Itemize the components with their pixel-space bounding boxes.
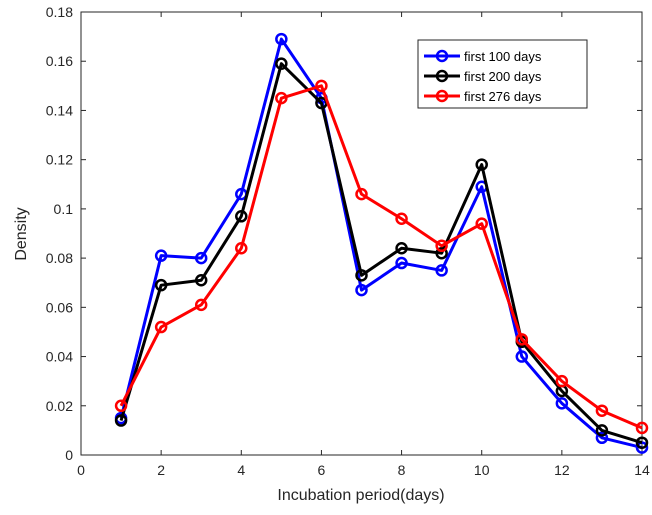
legend-marker [435, 49, 449, 63]
data-point [435, 264, 448, 277]
data-point [395, 212, 408, 225]
data-point [194, 274, 208, 287]
x-tick-label: 8 [398, 462, 406, 478]
data-point [635, 436, 649, 449]
tick-labels: 0 2 4 6 8 10 12 14 0 0.02 0.04 0.06 0.08 0.1 0.12 0.14 0… [46, 4, 650, 478]
data-point [154, 320, 168, 334]
x-tick-label: 0 [77, 462, 85, 478]
legend: first 100 days first 200 days first 276 da… [417, 39, 588, 109]
y-tick-label: 0.08 [46, 250, 73, 266]
data-point [355, 283, 368, 297]
legend-label: first 200 days [464, 69, 542, 84]
x-tick-label: 2 [157, 462, 165, 478]
data-point [635, 421, 649, 435]
y-tick-label: 0.18 [46, 4, 73, 20]
series-line [119, 84, 643, 430]
data-point [435, 246, 448, 260]
data-point [515, 350, 529, 363]
y-tick-label: 0.02 [46, 398, 73, 414]
data-point [235, 210, 248, 223]
legend-label: first 276 days [464, 89, 542, 104]
series-line [119, 37, 643, 450]
data-point [395, 242, 408, 255]
data-point [315, 79, 328, 93]
y-tick-label: 0.04 [46, 349, 73, 365]
data-point [355, 187, 368, 201]
y-axis-label: Density [13, 207, 30, 260]
series-3 [114, 79, 649, 435]
series-layer [114, 32, 649, 454]
data-point [475, 158, 488, 171]
y-tick-label: 0.14 [46, 102, 73, 118]
x-tick-label: 10 [474, 462, 490, 478]
data-point [275, 32, 288, 46]
y-tick-label: 0.06 [46, 299, 73, 315]
data-point [555, 397, 569, 410]
legend-marker [435, 89, 449, 103]
data-point [595, 424, 609, 437]
data-point [154, 249, 168, 262]
axis-ticks [80, 11, 643, 456]
x-tick-label: 14 [634, 462, 650, 478]
data-point [114, 414, 128, 427]
data-point [275, 57, 288, 70]
legend-label: first 100 days [464, 49, 542, 64]
data-point [114, 399, 128, 413]
data-point [435, 239, 448, 253]
data-point [194, 251, 208, 265]
y-tick-label: 0.16 [46, 53, 73, 69]
x-tick-label: 6 [318, 462, 326, 478]
data-point [595, 431, 609, 445]
data-point [194, 298, 208, 312]
data-point [154, 278, 168, 292]
x-tick-label: 12 [554, 462, 570, 478]
data-point [355, 269, 368, 282]
y-tick-label: 0 [65, 447, 73, 463]
legend-marker [435, 69, 449, 83]
y-tick-label: 0.1 [54, 201, 74, 217]
series-line [119, 62, 643, 445]
data-point [475, 217, 488, 230]
data-point [395, 256, 408, 270]
data-point [555, 374, 569, 388]
y-tick-label: 0.12 [46, 152, 73, 168]
x-axis-label: Incubation period(days) [277, 487, 444, 504]
data-point [595, 404, 609, 417]
data-point [235, 242, 248, 255]
series-2 [114, 57, 649, 449]
x-tick-label: 4 [237, 462, 245, 478]
data-point [515, 333, 529, 346]
data-point [275, 91, 288, 105]
